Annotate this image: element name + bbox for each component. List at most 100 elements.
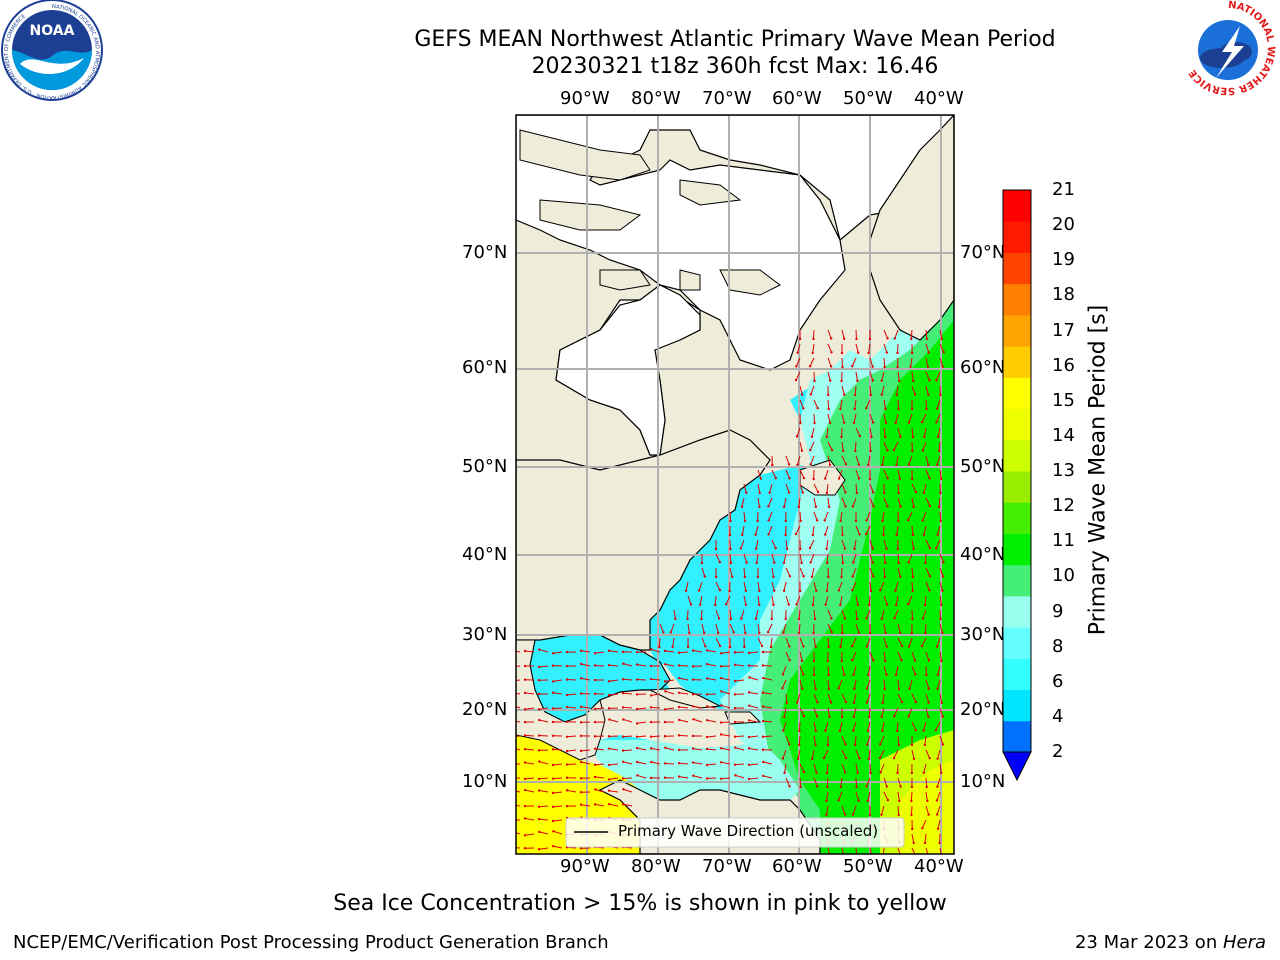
wave-arrow	[609, 777, 619, 780]
wave-arrow	[609, 719, 619, 723]
wave-arrow	[897, 679, 900, 690]
wave-arrow	[939, 595, 942, 605]
wave-arrow	[799, 763, 805, 773]
wave-arrow-head	[914, 490, 918, 494]
wave-arrow-head	[826, 743, 830, 747]
wave-arrow-head	[827, 575, 830, 579]
wave-arrow-head	[853, 407, 856, 411]
wave-arrow-head	[829, 379, 832, 382]
wave-arrow	[798, 609, 801, 620]
wave-arrow	[883, 791, 889, 801]
wave-arrow-head	[837, 477, 841, 480]
lat-tick-right: 60°N	[960, 357, 1006, 378]
wave-arrow-head	[781, 757, 785, 760]
wave-arrow	[749, 747, 759, 751]
wave-arrow	[827, 847, 831, 854]
wave-arrow-head	[733, 720, 737, 724]
wave-arrow	[895, 595, 899, 605]
wave-arrow-head	[883, 575, 887, 579]
wave-arrow-head	[538, 718, 541, 722]
wave-arrow-head	[840, 575, 843, 579]
wave-arrow	[581, 761, 591, 765]
wave-arrow-head	[812, 477, 815, 481]
wave-arrow-head	[650, 760, 653, 764]
wave-arrow-head	[607, 649, 611, 652]
wave-arrow-head	[565, 735, 569, 738]
wave-arrow	[838, 679, 843, 689]
wave-arrow-head	[936, 687, 939, 690]
wave-arrow	[735, 664, 745, 667]
wave-arrow	[827, 609, 832, 619]
wave-arrow-head	[809, 393, 813, 396]
wave-arrow-head	[894, 589, 897, 592]
wave-arrow	[595, 748, 605, 751]
wave-arrow	[897, 553, 900, 564]
lon-tick-bottom: 40°W	[914, 856, 964, 877]
wave-arrow-head	[794, 378, 798, 382]
wave-arrow	[693, 705, 703, 709]
wave-arrow	[869, 847, 872, 854]
wave-arrow-head	[921, 519, 924, 522]
wave-arrow	[826, 791, 829, 801]
wave-arrow-head	[510, 763, 512, 765]
wave-arrow	[925, 693, 930, 703]
wave-arrow-head	[798, 589, 802, 593]
wave-arrow	[879, 749, 885, 759]
wave-arrow-head	[510, 789, 512, 791]
wave-arrow-head	[925, 673, 928, 677]
wave-arrow	[841, 497, 846, 507]
colorbar-segment	[1003, 502, 1031, 534]
wave-arrow-head	[869, 449, 872, 453]
wave-arrow	[782, 623, 787, 633]
wave-arrow	[693, 762, 703, 765]
wave-arrow	[799, 483, 804, 493]
wave-arrow	[924, 623, 927, 634]
wave-arrow-head	[677, 651, 681, 655]
wave-arrow-head	[884, 435, 887, 439]
wave-arrow-head	[867, 463, 870, 467]
wave-arrow	[911, 833, 915, 843]
wave-arrow	[923, 525, 927, 535]
wave-arrow	[721, 690, 731, 695]
colorbar-tick-label: 21	[1052, 179, 1075, 200]
lon-tick-bottom: 70°W	[702, 856, 752, 877]
wave-arrow-head	[716, 631, 720, 634]
wave-arrow-head	[885, 547, 888, 550]
wave-arrow-head	[827, 407, 830, 411]
wave-arrow-head	[649, 776, 653, 780]
wave-arrow-head	[607, 735, 611, 738]
wave-arrow	[679, 776, 689, 779]
wave-arrow-head	[796, 463, 799, 466]
wave-arrow	[609, 679, 619, 682]
wave-arrow-head	[635, 663, 639, 666]
wave-arrow	[841, 553, 844, 564]
wave-arrow	[937, 665, 941, 675]
wave-arrow-head	[912, 841, 915, 845]
wave-arrow	[795, 371, 801, 381]
wave-arrow-head	[907, 645, 911, 648]
wave-arrow	[911, 567, 914, 578]
wave-arrow	[748, 763, 759, 766]
colorbar-tick-label: 13	[1052, 460, 1075, 481]
wave-arrow-head	[809, 463, 812, 466]
wave-arrow	[827, 343, 832, 353]
wave-arrow	[762, 720, 773, 723]
wave-arrow-head	[885, 785, 888, 788]
wave-arrow	[516, 735, 521, 737]
wave-arrow	[637, 761, 647, 765]
wave-arrow-head	[895, 533, 898, 537]
wave-arrow	[827, 329, 832, 339]
wave-arrow-head	[551, 844, 555, 848]
wave-arrow	[678, 664, 689, 667]
wave-arrow-head	[925, 337, 928, 341]
wave-arrow	[785, 567, 791, 577]
wave-arrow-head	[822, 756, 826, 760]
wave-arrow	[881, 707, 885, 717]
wave-arrow-head	[856, 771, 859, 775]
wave-arrow	[911, 847, 916, 854]
wave-arrow-head	[851, 589, 854, 592]
wave-arrow	[824, 525, 829, 535]
wave-arrow-head	[593, 735, 597, 738]
wave-arrow-head	[649, 747, 653, 750]
wave-arrow-head	[510, 719, 512, 721]
